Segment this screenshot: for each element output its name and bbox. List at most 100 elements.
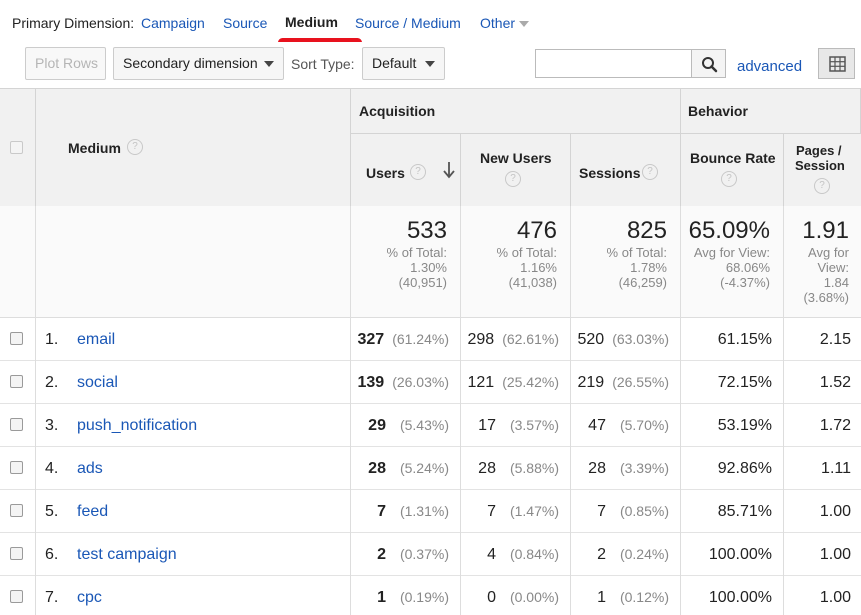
users-column-header[interactable]: Users ? bbox=[351, 134, 461, 207]
row-new-users-pct: (1.47%) bbox=[509, 503, 559, 519]
table-row: 5. feed 7 (1.31%) 7 (1.47%) 7 (0.85%) 85.71… bbox=[0, 490, 861, 533]
row-number: 4. bbox=[45, 460, 59, 477]
sort-down-arrow-icon[interactable] bbox=[443, 161, 455, 179]
row-new-users: 17 bbox=[478, 417, 496, 434]
row-new-users-pct: (25.42%) bbox=[502, 374, 559, 390]
row-checkbox[interactable] bbox=[10, 461, 23, 474]
row-medium-link[interactable]: cpc bbox=[77, 589, 102, 606]
row-sessions-pct: (63.03%) bbox=[612, 331, 669, 347]
row-sessions-pct: (0.12%) bbox=[619, 589, 669, 605]
search-button[interactable] bbox=[691, 49, 726, 78]
table-row: 4. ads 28 (5.24%) 28 (5.88%) 28 (3.39%) 92.… bbox=[0, 447, 861, 490]
dimension-option-other[interactable]: Other bbox=[480, 15, 530, 31]
sort-type-dropdown[interactable]: Default bbox=[362, 47, 445, 80]
row-checkbox[interactable] bbox=[10, 504, 23, 517]
row-bounce-rate: 100.00% bbox=[708, 546, 772, 563]
row-sessions: 2 bbox=[597, 546, 606, 563]
dropdown-arrow-icon bbox=[264, 61, 274, 67]
row-new-users: 121 bbox=[467, 374, 495, 391]
grid-view-button[interactable] bbox=[818, 48, 855, 79]
totals-pages-session-cell: 1.91 Avg for View: 1.84 (3.68%) bbox=[784, 206, 861, 318]
total-sessions-label: % of Total: bbox=[606, 245, 667, 260]
bounce-rate-column-header[interactable]: Bounce Rate ? bbox=[681, 134, 784, 207]
help-icon[interactable]: ? bbox=[814, 178, 830, 194]
pages-session-header-line2: Session bbox=[795, 158, 845, 173]
row-sessions-cell: 219 (26.55%) bbox=[571, 361, 681, 404]
total-pages-session-diff: (3.68%) bbox=[803, 290, 849, 305]
pages-session-header-line1: Pages / bbox=[796, 143, 842, 158]
select-all-checkbox[interactable] bbox=[10, 141, 23, 154]
row-checkbox[interactable] bbox=[10, 332, 23, 345]
total-users-site: (40,951) bbox=[398, 275, 447, 290]
row-sessions: 47 bbox=[588, 417, 606, 434]
row-sessions: 520 bbox=[577, 331, 605, 348]
row-sessions: 1 bbox=[597, 589, 606, 606]
row-users: 327 bbox=[357, 331, 385, 348]
table-search-input[interactable] bbox=[535, 49, 692, 78]
secondary-dimension-dropdown[interactable]: Secondary dimension bbox=[113, 47, 284, 80]
secondary-dimension-label: Secondary dimension bbox=[123, 55, 258, 71]
row-checkbox-cell bbox=[0, 361, 36, 404]
row-medium-link[interactable]: email bbox=[77, 331, 116, 348]
row-number: 6. bbox=[45, 546, 59, 563]
dimension-option-source-medium[interactable]: Source / Medium bbox=[355, 15, 461, 31]
row-bounce-rate: 100.00% bbox=[708, 589, 772, 606]
behavior-group-label: Behavior bbox=[688, 103, 748, 119]
medium-column-header: Medium bbox=[68, 140, 121, 156]
row-pages-session-cell: 1.00 bbox=[784, 533, 861, 576]
total-pages-session-value: 1.91 bbox=[802, 217, 849, 244]
table-row: 3. push_notification 29 (5.43%) 17 (3.57%)… bbox=[0, 404, 861, 447]
new-users-column-header[interactable]: New Users ? bbox=[461, 134, 571, 207]
row-sessions-cell: 2 (0.24%) bbox=[571, 533, 681, 576]
row-checkbox[interactable] bbox=[10, 418, 23, 431]
row-pages-session-cell: 1.52 bbox=[784, 361, 861, 404]
row-bounce-rate-cell: 92.86% bbox=[681, 447, 784, 490]
pages-session-column-header[interactable]: Pages / Session ? bbox=[784, 134, 861, 207]
row-checkbox[interactable] bbox=[10, 547, 23, 560]
row-new-users: 28 bbox=[478, 460, 496, 477]
total-users-pct: 1.30% bbox=[410, 260, 447, 275]
search-icon bbox=[702, 57, 718, 73]
row-dimension-cell: 5. feed bbox=[36, 490, 351, 533]
total-users-label: % of Total: bbox=[386, 245, 447, 260]
row-checkbox[interactable] bbox=[10, 375, 23, 388]
row-sessions: 28 bbox=[588, 460, 606, 477]
users-header-label: Users bbox=[366, 165, 405, 181]
dimension-header-cell[interactable]: Medium ? bbox=[36, 88, 351, 207]
row-users-pct: (26.03%) bbox=[392, 374, 449, 390]
bounce-rate-header-label: Bounce Rate bbox=[690, 150, 776, 166]
row-checkbox[interactable] bbox=[10, 590, 23, 603]
row-users-cell: 2 (0.37%) bbox=[351, 533, 461, 576]
row-medium-link[interactable]: feed bbox=[77, 503, 109, 520]
new-users-header-label: New Users bbox=[480, 150, 552, 166]
table-row: 2. social 139 (26.03%) 121 (25.42%) 219 (26… bbox=[0, 361, 861, 404]
row-dimension-cell: 2. social bbox=[36, 361, 351, 404]
plot-rows-button[interactable]: Plot Rows bbox=[25, 47, 106, 80]
help-icon[interactable]: ? bbox=[642, 164, 658, 180]
row-sessions-cell: 47 (5.70%) bbox=[571, 404, 681, 447]
totals-bounce-rate-cell: 65.09% Avg for View: 68.06% (-4.37%) bbox=[681, 206, 784, 318]
grid-view-icon bbox=[829, 56, 846, 72]
help-icon[interactable]: ? bbox=[505, 171, 521, 187]
row-new-users-cell: 17 (3.57%) bbox=[461, 404, 571, 447]
row-medium-link[interactable]: test campaign bbox=[77, 546, 177, 563]
sessions-column-header[interactable]: Sessions ? bbox=[571, 134, 681, 207]
help-icon[interactable]: ? bbox=[127, 139, 143, 155]
row-users-pct: (0.37%) bbox=[399, 546, 449, 562]
totals-new-users-cell: 476 % of Total: 1.16% (41,038) bbox=[461, 206, 571, 318]
help-icon[interactable]: ? bbox=[410, 164, 426, 180]
row-pages-session: 2.15 bbox=[819, 331, 851, 348]
advanced-filter-link[interactable]: advanced bbox=[737, 58, 803, 75]
row-medium-link[interactable]: push_notification bbox=[77, 417, 198, 434]
total-new-users-site: (41,038) bbox=[508, 275, 557, 290]
dropdown-arrow-icon bbox=[425, 61, 435, 67]
row-medium-link[interactable]: social bbox=[77, 374, 118, 391]
dimension-option-medium[interactable]: Medium bbox=[285, 14, 338, 30]
row-medium-link[interactable]: ads bbox=[77, 460, 103, 477]
dimension-option-campaign[interactable]: Campaign bbox=[141, 15, 205, 31]
help-icon[interactable]: ? bbox=[721, 171, 737, 187]
dimension-option-source[interactable]: Source bbox=[223, 15, 268, 31]
select-all-cell bbox=[0, 88, 36, 207]
row-users-pct: (0.19%) bbox=[399, 589, 449, 605]
row-bounce-rate-cell: 100.00% bbox=[681, 533, 784, 576]
